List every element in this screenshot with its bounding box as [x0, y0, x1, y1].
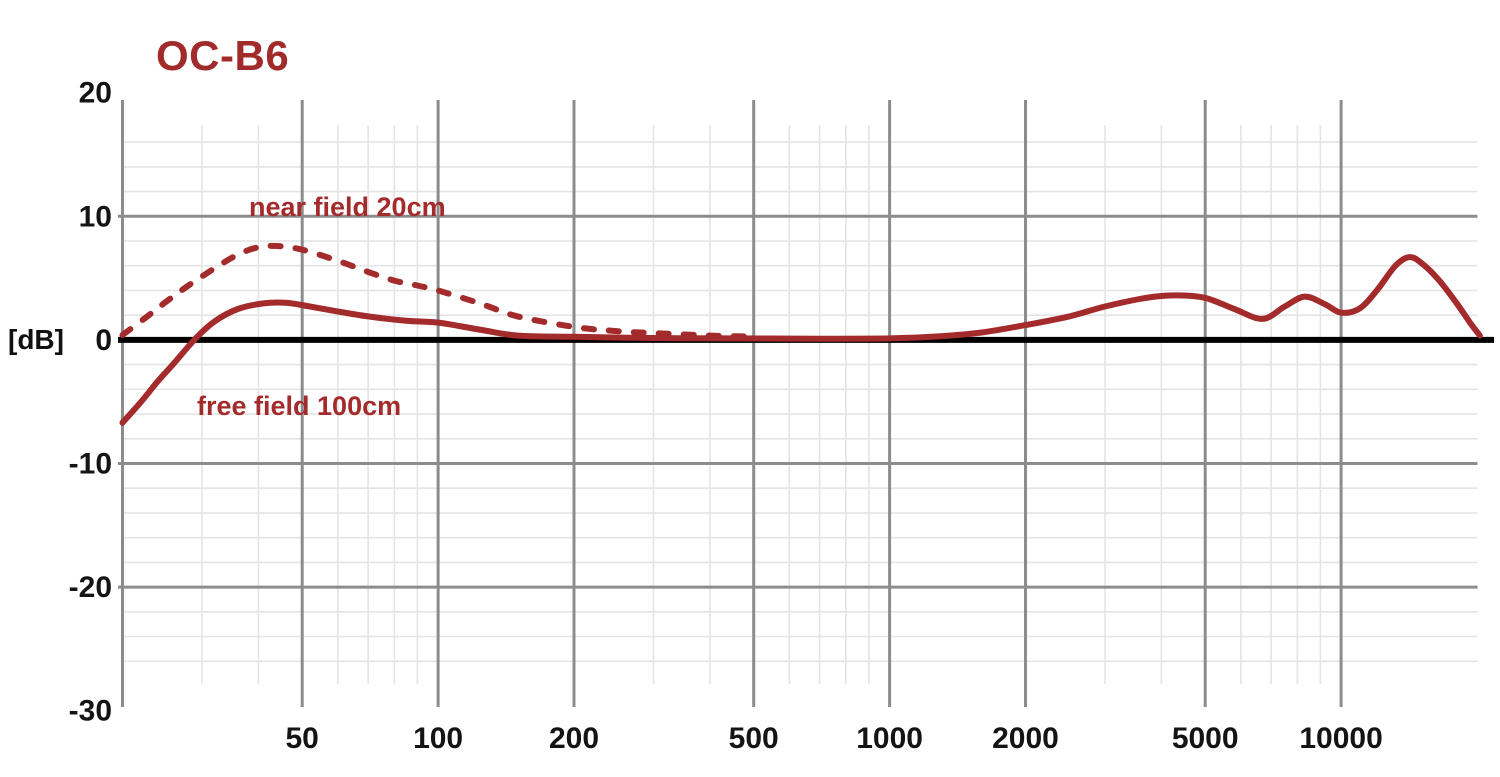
x-tick-label: 1000 — [856, 722, 923, 755]
near-field-curve — [119, 242, 749, 340]
free-field-curve-label: free field 100cm — [197, 391, 402, 421]
x-tick-label: 500 — [729, 722, 779, 755]
y-tick-label: 10 — [79, 200, 112, 233]
chart-title: OC-B6 — [156, 32, 290, 79]
free-field-curve — [119, 254, 1483, 426]
y-tick-label: -30 — [69, 695, 112, 728]
x-tick-label: 5000 — [1172, 722, 1239, 755]
y-tick-label: -10 — [69, 448, 112, 481]
x-tick-label: 10000 — [1299, 722, 1382, 755]
y-tick-label: 20 — [79, 77, 112, 110]
y-tick-label: 0 — [95, 324, 112, 357]
x-tick-label: 200 — [549, 722, 599, 755]
x-tick-label: 100 — [413, 722, 463, 755]
y-tick-label: -20 — [69, 571, 112, 604]
y-axis-unit-label: [dB] — [8, 324, 64, 355]
x-tick-label: 50 — [286, 722, 319, 755]
x-tick-label: 2000 — [992, 722, 1059, 755]
near-field-curve-label: near field 20cm — [249, 192, 446, 222]
